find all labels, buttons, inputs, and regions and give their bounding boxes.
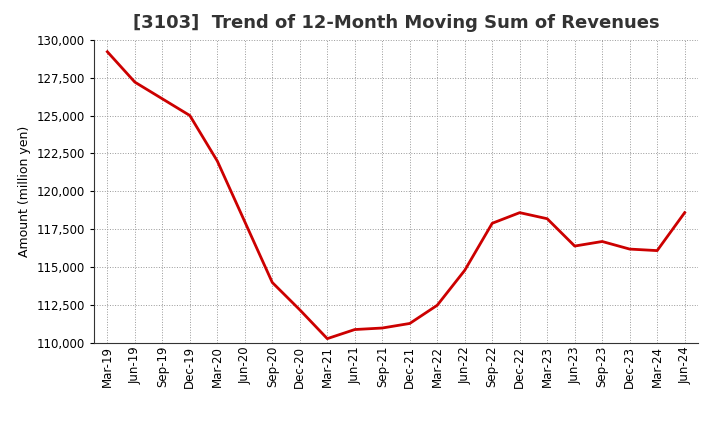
Title: [3103]  Trend of 12-Month Moving Sum of Revenues: [3103] Trend of 12-Month Moving Sum of R… bbox=[132, 15, 660, 33]
Y-axis label: Amount (million yen): Amount (million yen) bbox=[18, 126, 31, 257]
